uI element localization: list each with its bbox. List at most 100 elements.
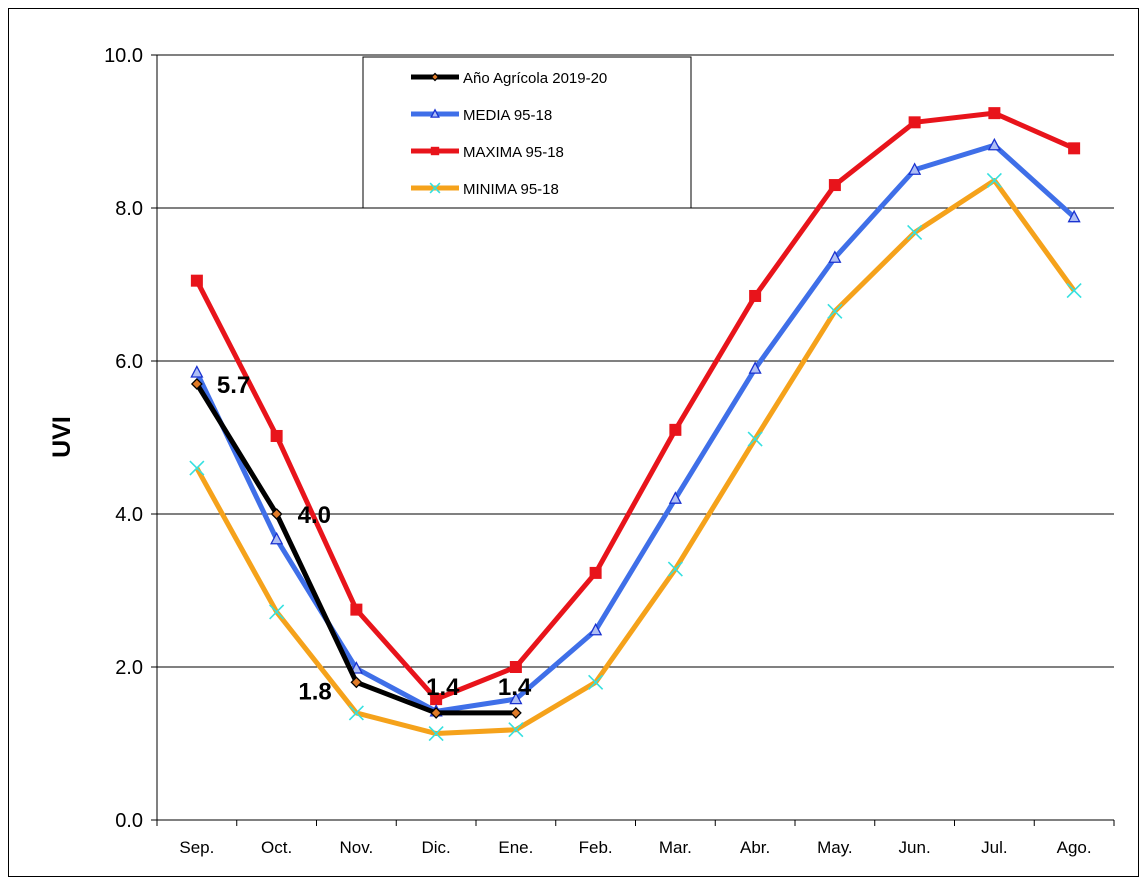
data-point-x <box>588 674 604 690</box>
data-point-square <box>350 603 363 616</box>
series-line <box>194 142 1076 714</box>
series-group <box>189 107 1082 742</box>
x-tick-label: May. <box>817 838 853 857</box>
x-tick-label: Feb. <box>579 838 613 857</box>
data-point-diamond <box>350 676 363 689</box>
data-point-triangle <box>270 531 284 545</box>
x-tick-label: Abr. <box>740 838 770 857</box>
data-point-x <box>508 722 524 738</box>
legend-box <box>362 56 692 209</box>
legend: Año Agrícola 2019-20 MEDIA 95-18 MAXIMA 95… <box>362 56 692 209</box>
series-a-o-agr-cola-2019-20 <box>190 378 522 719</box>
data-point-triangle <box>509 691 523 705</box>
data-point-triangle <box>828 250 842 263</box>
legend-item: MINIMA 95-18 <box>411 181 559 198</box>
data-label: 4.0 <box>298 502 331 529</box>
data-point-diamond <box>509 706 522 719</box>
series-line <box>194 110 1076 702</box>
data-point-x <box>189 460 205 476</box>
data-point-x <box>667 561 683 577</box>
data-label: 1.4 <box>498 674 532 701</box>
x-stroke <box>588 674 604 690</box>
y-tick-label: 4.0 <box>115 504 143 526</box>
x-tick-label: Jun. <box>899 838 931 857</box>
x-tick-label: Ene. <box>498 838 533 857</box>
data-label: 1.4 <box>426 674 460 701</box>
x-tick-label: Jul. <box>981 838 1007 857</box>
y-tick-labels: 0.0 2.0 4.0 6.0 8.0 10.0 <box>104 45 143 832</box>
data-point-x <box>1066 283 1082 299</box>
data-point-triangle <box>668 491 682 504</box>
series-maxima-95-18 <box>190 107 1081 706</box>
data-point-square <box>190 274 203 287</box>
data-point-x <box>429 182 441 194</box>
data-label: 1.8 <box>298 678 331 705</box>
axes <box>151 54 1115 826</box>
data-point-square <box>749 289 762 302</box>
legend-label: MINIMA 95-18 <box>463 181 559 198</box>
data-point-triangle <box>1067 209 1081 223</box>
data-point-square <box>669 423 682 436</box>
x-tick-label: Ago. <box>1057 838 1092 857</box>
x-tick-labels: Sep. Oct. Nov. Dic. Ene. Feb. Mar. Abr. May. Jun.… <box>179 838 1091 857</box>
data-point-square <box>270 429 283 442</box>
x-stroke <box>747 431 763 447</box>
legend-label: MAXIMA 95-18 <box>463 144 564 161</box>
data-point-square <box>828 179 841 192</box>
x-stroke <box>269 604 285 620</box>
data-point-square <box>589 566 602 579</box>
data-point-x <box>269 604 285 620</box>
gridlines <box>157 54 1114 668</box>
data-point-diamond <box>190 378 203 390</box>
data-point-square <box>908 116 921 129</box>
x-stroke <box>907 224 923 241</box>
data-point-triangle <box>430 108 440 118</box>
y-axis-label: UVI <box>48 416 76 458</box>
legend-label: MEDIA 95-18 <box>463 107 552 124</box>
data-point-triangle <box>349 661 363 674</box>
legend-item: Año Agrícola 2019-20 <box>411 70 607 87</box>
x-tick-label: Mar. <box>659 838 692 857</box>
x-stroke <box>667 561 683 577</box>
data-point-x <box>827 303 843 319</box>
data-point-triangle <box>190 365 204 378</box>
data-point-square <box>430 146 440 156</box>
data-point-square <box>988 107 1001 120</box>
legend-label: Año Agrícola 2019-20 <box>463 70 607 87</box>
x-stroke <box>827 303 843 319</box>
legend-item: MEDIA 95-18 <box>411 107 552 124</box>
data-point-triangle <box>908 162 922 175</box>
x-tick-label: Oct. <box>261 838 292 857</box>
data-point-x <box>747 431 763 447</box>
x-tick-label: Dic. <box>421 838 450 857</box>
x-stroke <box>429 182 441 194</box>
y-tick-label: 10.0 <box>104 45 143 67</box>
y-tick-label: 6.0 <box>115 351 143 373</box>
data-point-x <box>986 172 1002 189</box>
data-point-diamond <box>430 72 440 82</box>
y-tick-label: 0.0 <box>115 810 143 832</box>
y-tick-label: 2.0 <box>115 657 143 679</box>
x-stroke <box>189 460 205 476</box>
data-point-square <box>1068 142 1081 155</box>
data-point-x <box>428 725 444 742</box>
data-point-x <box>348 705 364 721</box>
legend-item: MAXIMA 95-18 <box>411 144 564 161</box>
data-labels: 5.7 4.0 1.8 1.4 1.4 <box>217 372 532 705</box>
x-tick-label: Nov. <box>340 838 374 857</box>
data-point-x <box>907 224 923 241</box>
series-minima-95-18 <box>189 172 1082 742</box>
y-tick-label: 8.0 <box>115 198 143 220</box>
data-point-triangle <box>589 622 603 636</box>
data-point-triangle <box>987 137 1001 151</box>
data-point-triangle <box>748 361 762 374</box>
data-point-square <box>509 661 522 673</box>
data-label: 5.7 <box>217 372 250 399</box>
data-point-diamond <box>270 508 283 520</box>
x-stroke <box>1066 283 1082 299</box>
x-stroke <box>508 722 524 738</box>
x-stroke <box>348 705 364 721</box>
x-stroke <box>428 725 444 742</box>
x-tick-label: Sep. <box>179 838 214 857</box>
